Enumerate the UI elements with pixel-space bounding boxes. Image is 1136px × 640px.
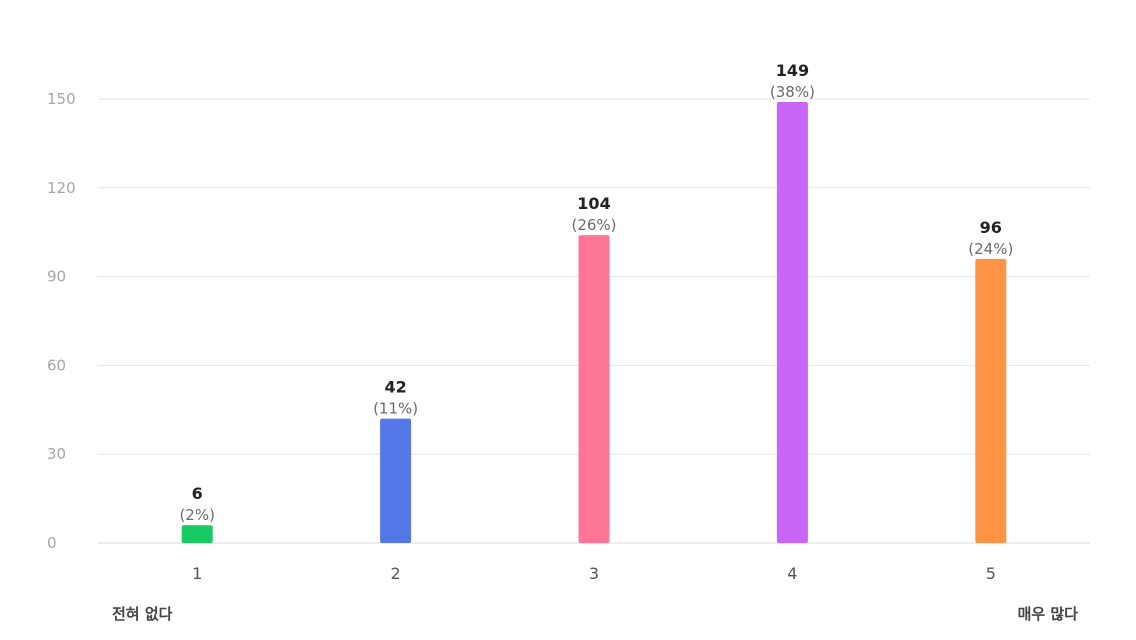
y-tick-label: 60 bbox=[47, 356, 66, 374]
x-axis-ticks: 1 2 3 4 5 bbox=[192, 564, 996, 583]
value-label: 42 bbox=[384, 378, 406, 397]
percent-label: (11%) bbox=[373, 400, 418, 418]
scale-max-label: 매우 많다 bbox=[1018, 605, 1079, 623]
x-tick-label: 2 bbox=[391, 564, 401, 583]
bar-1 bbox=[181, 525, 213, 543]
x-tick-label: 4 bbox=[787, 564, 797, 583]
y-tick-label: 150 bbox=[47, 90, 76, 108]
x-tick-label: 3 bbox=[589, 564, 599, 583]
y-tick-label: 90 bbox=[47, 268, 66, 286]
bar-3 bbox=[578, 235, 610, 543]
percent-label: (24%) bbox=[968, 240, 1013, 258]
percent-label: (2%) bbox=[179, 506, 215, 524]
bar-5 bbox=[975, 258, 1007, 543]
value-label: 149 bbox=[776, 61, 809, 80]
x-tick-label: 5 bbox=[986, 564, 996, 583]
bar-2 bbox=[380, 418, 412, 543]
y-tick-label: 120 bbox=[47, 179, 76, 197]
bar-4 bbox=[776, 101, 808, 544]
x-tick-label: 1 bbox=[192, 564, 202, 583]
value-label: 96 bbox=[980, 218, 1002, 237]
value-label: 104 bbox=[577, 194, 610, 213]
percent-label: (38%) bbox=[770, 83, 815, 101]
y-tick-label: 30 bbox=[47, 445, 66, 463]
percent-label: (26%) bbox=[571, 216, 616, 234]
value-label: 6 bbox=[192, 484, 203, 503]
y-axis-ticks: 0 30 60 90 120 150 bbox=[47, 90, 76, 552]
y-tick-label: 0 bbox=[47, 534, 57, 552]
data-labels: 6 (2%) 42 (11%) 104 (26%) 149 (38%) 96 (24%) bbox=[179, 61, 1013, 524]
bars bbox=[181, 101, 1007, 544]
scale-min-label: 전혀 없다 bbox=[112, 605, 173, 623]
